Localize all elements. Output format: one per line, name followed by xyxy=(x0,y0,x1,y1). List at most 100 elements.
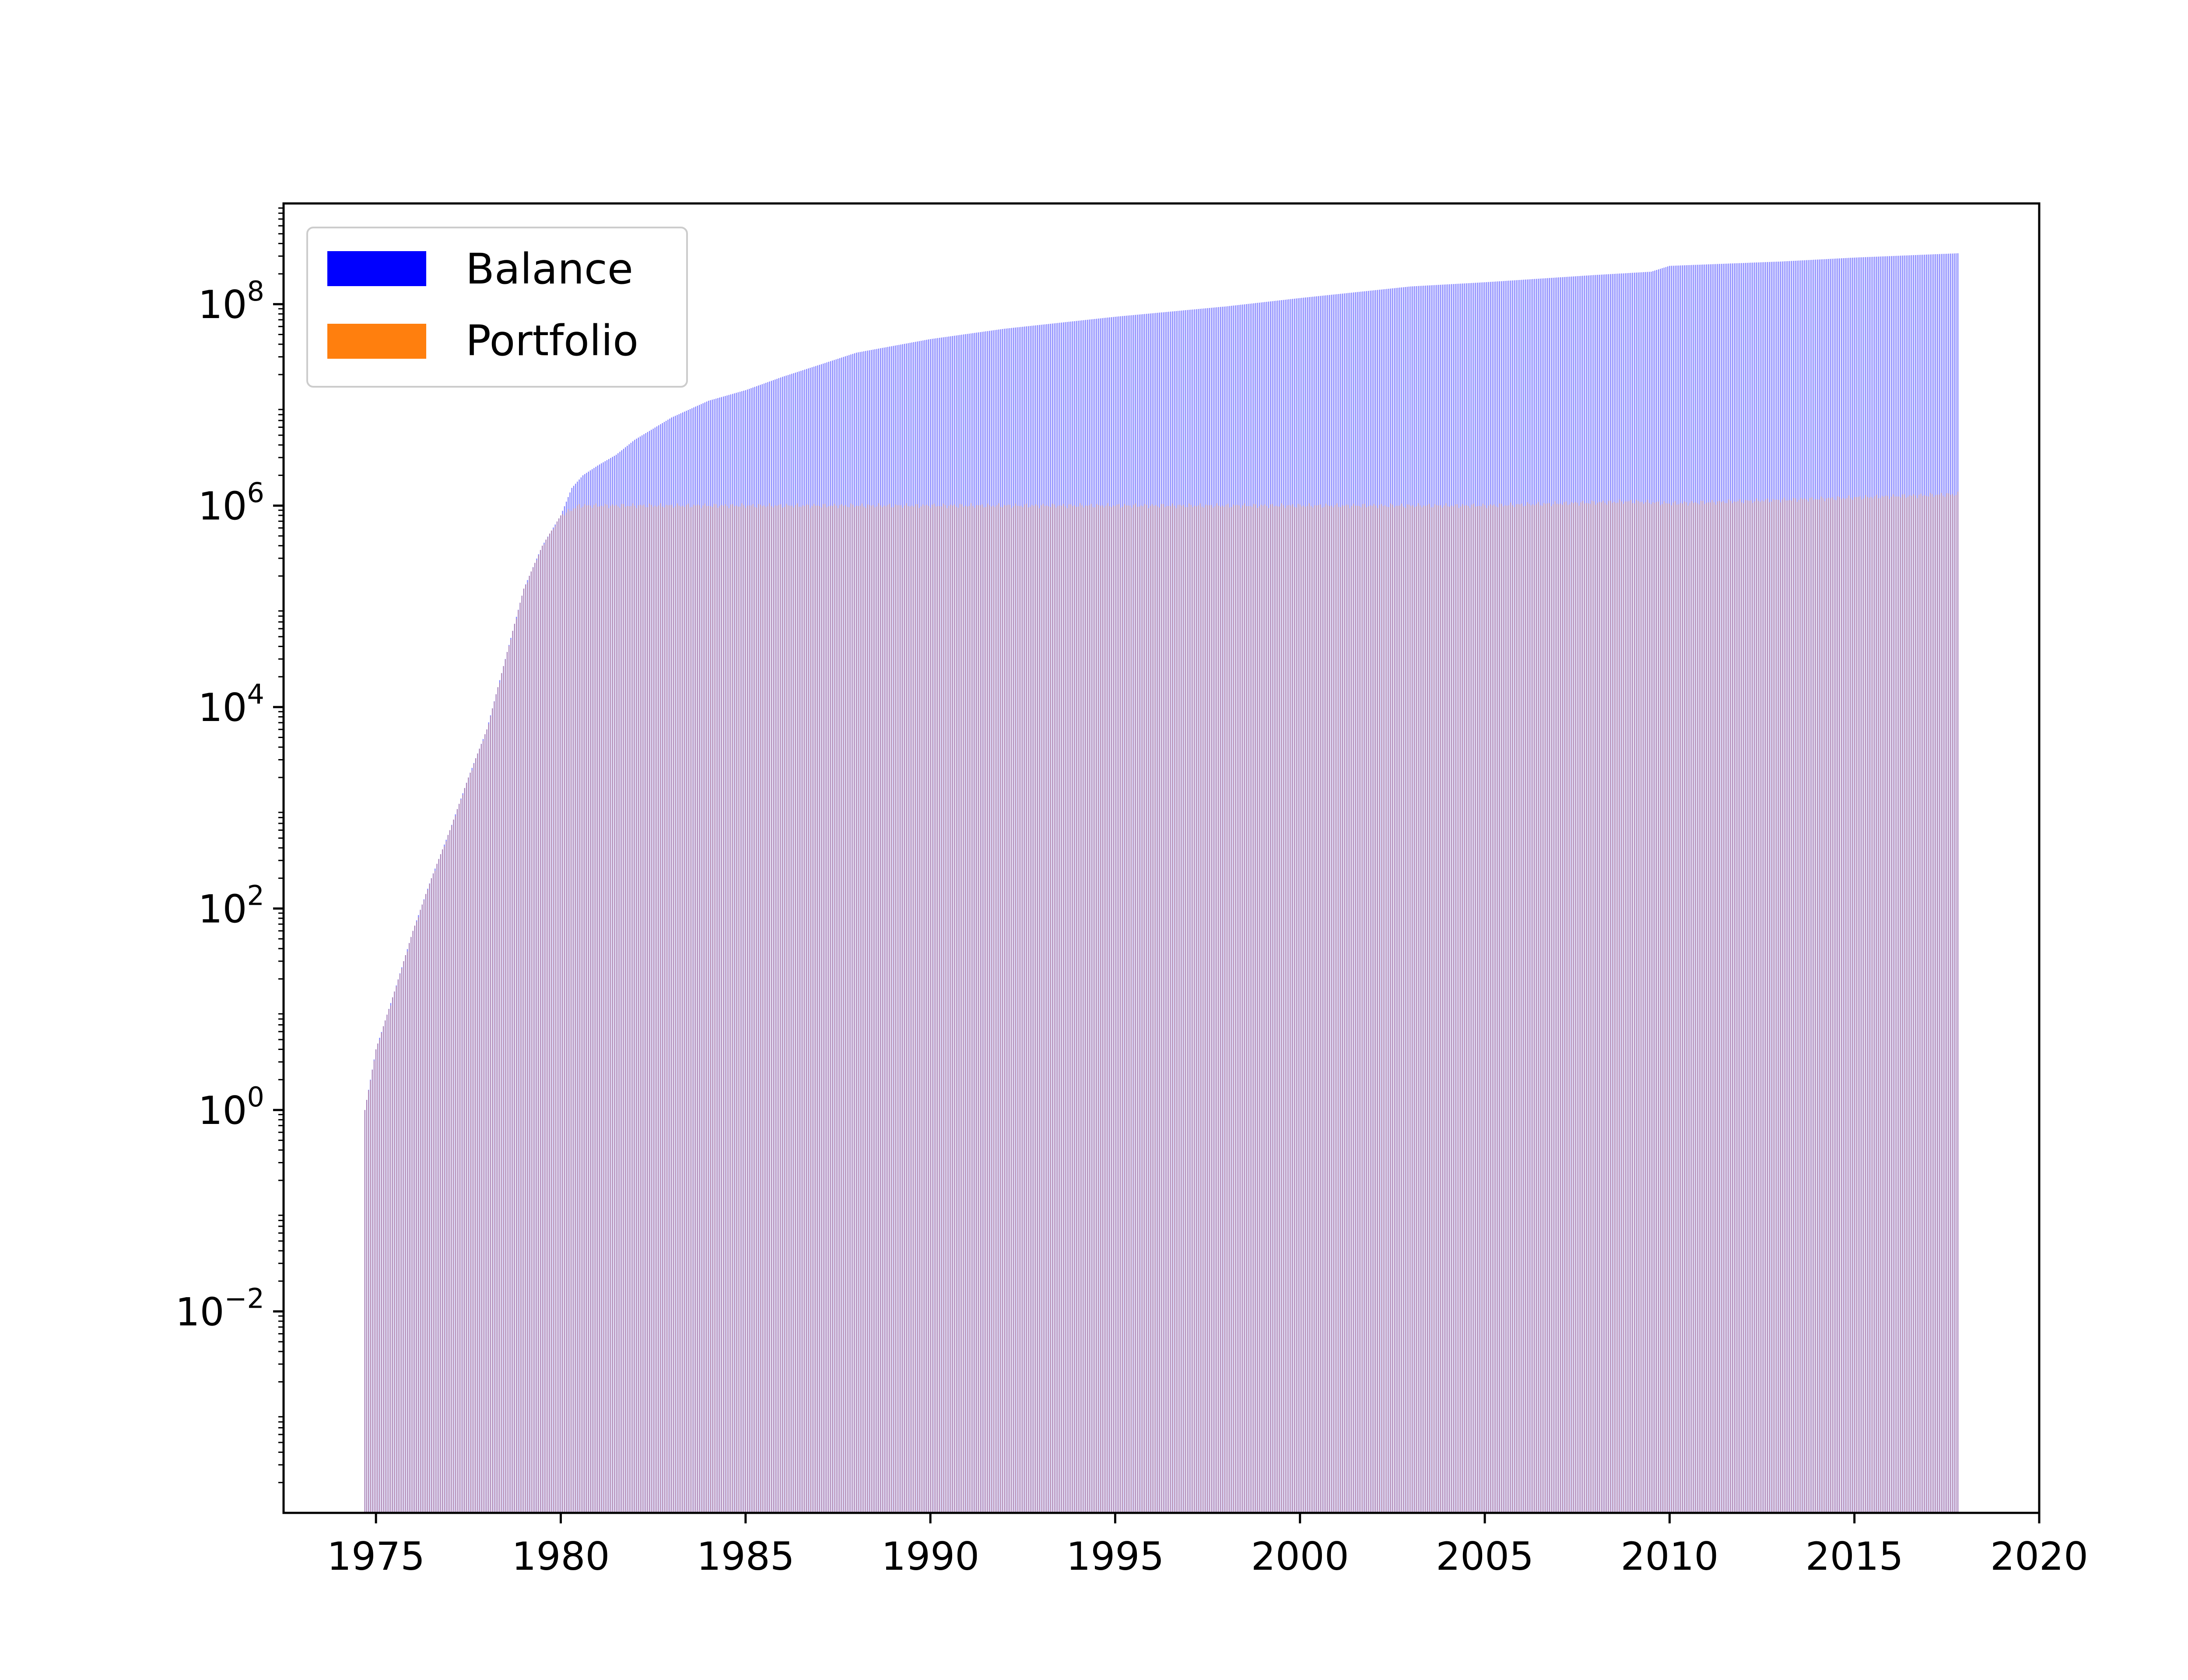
portfolio-bar xyxy=(1144,504,1145,1513)
portfolio-bar xyxy=(566,512,567,1513)
portfolio-bar xyxy=(1841,499,1842,1513)
portfolio-bar xyxy=(1183,504,1184,1513)
portfolio-bar xyxy=(1394,508,1395,1513)
portfolio-bar xyxy=(1610,500,1611,1513)
portfolio-bar xyxy=(1329,506,1330,1513)
x-tick-label: 2005 xyxy=(1436,1534,1534,1579)
portfolio-bar xyxy=(418,917,419,1513)
portfolio-bar xyxy=(1353,504,1354,1513)
portfolio-bar xyxy=(1536,504,1537,1513)
x-tick-label: 2020 xyxy=(1990,1534,2088,1579)
portfolio-bar xyxy=(1351,506,1352,1513)
portfolio-bar xyxy=(1379,505,1380,1513)
portfolio-bar xyxy=(527,582,528,1513)
portfolio-bar xyxy=(1257,508,1258,1513)
portfolio-bar xyxy=(390,1005,391,1513)
portfolio-bar xyxy=(1837,496,1838,1513)
portfolio-bar xyxy=(1172,503,1173,1513)
portfolio-bar xyxy=(483,741,484,1513)
x-axis: 1975 1980 1985 1990 1995 2000 2005 2010 2015 2020 xyxy=(327,1513,2088,1579)
portfolio-bar xyxy=(784,507,785,1513)
portfolio-bar xyxy=(1133,504,1134,1513)
portfolio-bar xyxy=(867,504,868,1513)
portfolio-bar xyxy=(1061,505,1062,1513)
portfolio-bar xyxy=(699,505,700,1513)
portfolio-bar xyxy=(834,504,835,1513)
portfolio-bar xyxy=(492,708,493,1513)
portfolio-bar xyxy=(645,507,646,1513)
portfolio-bar xyxy=(1242,505,1243,1513)
portfolio-bar xyxy=(1429,504,1430,1513)
portfolio-bar xyxy=(780,504,781,1513)
portfolio-bar xyxy=(832,506,833,1513)
portfolio-bar xyxy=(1290,505,1291,1513)
portfolio-bar xyxy=(1098,505,1099,1513)
portfolio-bar xyxy=(1767,498,1768,1513)
portfolio-bar xyxy=(1669,504,1670,1513)
portfolio-bar xyxy=(1684,501,1685,1513)
portfolio-bar xyxy=(1030,507,1031,1513)
portfolio-bar xyxy=(662,506,663,1513)
portfolio-bar xyxy=(592,508,593,1513)
portfolio-bar xyxy=(1558,504,1559,1513)
portfolio-bar xyxy=(1743,503,1744,1513)
legend-label-portfolio: Portfolio xyxy=(466,316,638,365)
portfolio-bar xyxy=(1281,503,1282,1513)
portfolio-bar xyxy=(673,508,674,1513)
portfolio-bar xyxy=(1828,497,1829,1513)
portfolio-bar xyxy=(1035,504,1036,1513)
portfolio-bar xyxy=(932,504,933,1513)
portfolio-bar xyxy=(710,506,711,1513)
portfolio-bar xyxy=(1778,500,1779,1513)
portfolio-bar xyxy=(1438,505,1439,1513)
portfolio-bar xyxy=(1268,508,1269,1513)
portfolio-bar xyxy=(610,506,611,1513)
portfolio-bar xyxy=(1872,498,1873,1513)
portfolio-bar xyxy=(409,943,410,1513)
portfolio-bar xyxy=(651,504,652,1513)
portfolio-bar xyxy=(1671,505,1672,1513)
portfolio-bar xyxy=(1026,504,1027,1513)
portfolio-bar xyxy=(514,623,515,1513)
portfolio-bar xyxy=(991,506,992,1513)
portfolio-bar xyxy=(782,508,783,1513)
portfolio-bar xyxy=(440,854,441,1513)
portfolio-bar xyxy=(1266,506,1267,1513)
portfolio-bar xyxy=(1946,493,1947,1513)
portfolio-bar xyxy=(368,1090,369,1513)
portfolio-bar xyxy=(671,504,672,1513)
portfolio-bar xyxy=(636,508,637,1513)
portfolio-bar xyxy=(647,507,648,1513)
portfolio-bar xyxy=(1196,506,1197,1513)
portfolio-bar xyxy=(1122,507,1123,1513)
portfolio-bar xyxy=(438,859,439,1513)
portfolio-bar xyxy=(1440,505,1441,1513)
portfolio-bar xyxy=(562,514,563,1513)
portfolio-bar xyxy=(769,503,770,1513)
portfolio-bar xyxy=(897,505,898,1513)
plot-area xyxy=(282,202,2041,1514)
portfolio-bar xyxy=(1815,499,1816,1513)
portfolio-bar xyxy=(1601,502,1602,1513)
x-tick-label: 1975 xyxy=(327,1534,425,1579)
portfolio-bar xyxy=(1355,506,1356,1513)
portfolio-bar xyxy=(882,507,883,1513)
portfolio-bar xyxy=(429,884,430,1513)
portfolio-bar xyxy=(1083,508,1084,1513)
portfolio-bar xyxy=(1641,502,1642,1513)
x-tick-label: 1995 xyxy=(1066,1534,1164,1579)
portfolio-bar xyxy=(1157,506,1158,1513)
portfolio-bar xyxy=(989,505,990,1513)
portfolio-bar xyxy=(370,1080,371,1513)
portfolio-bar xyxy=(564,515,565,1513)
portfolio-bar xyxy=(1381,504,1382,1513)
portfolio-bar xyxy=(1416,506,1417,1513)
portfolio-bar xyxy=(503,666,504,1513)
portfolio-bar xyxy=(1087,506,1088,1513)
x-tick-label: 2000 xyxy=(1251,1534,1349,1579)
portfolio-bar xyxy=(804,506,805,1513)
portfolio-bar xyxy=(1222,505,1223,1513)
y-tick-label: 10−2 xyxy=(175,1283,264,1335)
portfolio-bar xyxy=(1523,506,1524,1513)
